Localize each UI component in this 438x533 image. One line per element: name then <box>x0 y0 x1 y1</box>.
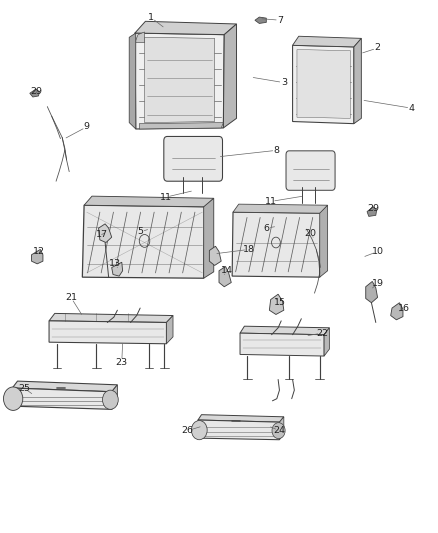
Polygon shape <box>320 205 328 277</box>
Polygon shape <box>12 388 112 409</box>
Polygon shape <box>198 420 279 440</box>
Polygon shape <box>135 21 237 35</box>
FancyBboxPatch shape <box>164 136 223 181</box>
Polygon shape <box>49 313 173 322</box>
Polygon shape <box>297 50 350 118</box>
Circle shape <box>272 423 285 439</box>
Polygon shape <box>30 89 39 97</box>
Polygon shape <box>240 333 324 356</box>
Polygon shape <box>293 36 361 47</box>
Polygon shape <box>82 205 205 278</box>
Text: 29: 29 <box>30 87 42 96</box>
Polygon shape <box>129 33 136 129</box>
Text: 24: 24 <box>273 426 286 435</box>
Polygon shape <box>232 212 321 277</box>
Text: 8: 8 <box>274 146 280 155</box>
Polygon shape <box>255 17 266 23</box>
Polygon shape <box>366 281 378 303</box>
Text: 21: 21 <box>65 293 77 302</box>
Text: 14: 14 <box>221 266 233 275</box>
Polygon shape <box>279 417 284 440</box>
Polygon shape <box>223 24 237 128</box>
Polygon shape <box>367 207 377 216</box>
FancyBboxPatch shape <box>286 151 335 190</box>
Polygon shape <box>240 326 329 335</box>
Polygon shape <box>139 123 223 129</box>
Polygon shape <box>391 303 403 320</box>
Text: 29: 29 <box>367 205 379 213</box>
Circle shape <box>4 387 23 410</box>
Text: 12: 12 <box>33 247 46 256</box>
Polygon shape <box>112 262 123 276</box>
Text: 16: 16 <box>398 304 410 312</box>
Polygon shape <box>233 204 328 213</box>
Polygon shape <box>135 32 145 43</box>
Polygon shape <box>293 45 354 124</box>
Polygon shape <box>84 196 214 207</box>
Polygon shape <box>112 385 117 409</box>
Polygon shape <box>32 249 43 264</box>
Text: 11: 11 <box>265 197 277 206</box>
Text: 10: 10 <box>371 247 384 256</box>
Text: 22: 22 <box>316 329 328 337</box>
Text: 6: 6 <box>263 224 269 232</box>
Text: 1: 1 <box>148 13 154 22</box>
Polygon shape <box>49 321 166 344</box>
Polygon shape <box>354 38 361 124</box>
Polygon shape <box>219 266 231 287</box>
Text: 9: 9 <box>84 123 90 131</box>
Text: 20: 20 <box>304 229 316 238</box>
Polygon shape <box>166 316 173 344</box>
Text: 25: 25 <box>18 384 30 392</box>
Text: 3: 3 <box>281 78 287 87</box>
Text: 2: 2 <box>374 44 381 52</box>
Text: 17: 17 <box>95 230 108 239</box>
Text: 26: 26 <box>181 426 194 435</box>
Polygon shape <box>99 224 112 243</box>
Text: 7: 7 <box>277 16 283 25</box>
Polygon shape <box>209 246 221 265</box>
Polygon shape <box>12 381 117 392</box>
Polygon shape <box>145 37 215 123</box>
Polygon shape <box>204 198 214 278</box>
Text: 15: 15 <box>273 298 286 307</box>
Text: 4: 4 <box>409 104 415 112</box>
Polygon shape <box>269 294 284 314</box>
Text: 19: 19 <box>371 279 384 288</box>
Text: 11: 11 <box>159 193 172 201</box>
Polygon shape <box>324 328 329 356</box>
Polygon shape <box>135 33 224 129</box>
Text: 5: 5 <box>137 228 143 236</box>
Text: 23: 23 <box>116 358 128 367</box>
Polygon shape <box>198 415 284 422</box>
Circle shape <box>191 421 207 440</box>
Text: 13: 13 <box>109 260 121 268</box>
Circle shape <box>102 390 118 409</box>
Text: 18: 18 <box>243 245 255 254</box>
